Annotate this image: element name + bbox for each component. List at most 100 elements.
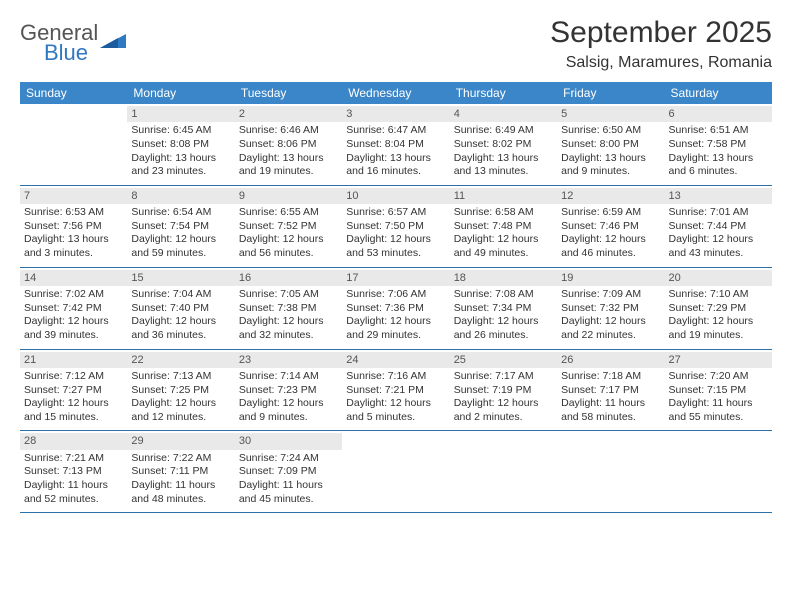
sunset-text: Sunset: 8:04 PM — [346, 138, 445, 152]
daylight-text: Daylight: 13 hours and 16 minutes. — [346, 152, 445, 179]
day-cell: 18Sunrise: 7:08 AMSunset: 7:34 PMDayligh… — [450, 268, 557, 349]
day-cell: 27Sunrise: 7:20 AMSunset: 7:15 PMDayligh… — [665, 350, 772, 431]
week-row: .1Sunrise: 6:45 AMSunset: 8:08 PMDayligh… — [20, 104, 772, 186]
day-number: 4 — [450, 106, 557, 122]
day-number: 26 — [557, 352, 664, 368]
sunrise-text: Sunrise: 7:24 AM — [239, 452, 338, 466]
sunrise-text: Sunrise: 6:53 AM — [24, 206, 123, 220]
day-number: 8 — [127, 188, 234, 204]
sunrise-text: Sunrise: 6:59 AM — [561, 206, 660, 220]
day-number: 5 — [557, 106, 664, 122]
sunset-text: Sunset: 7:42 PM — [24, 302, 123, 316]
sunrise-text: Sunrise: 6:46 AM — [239, 124, 338, 138]
sunset-text: Sunset: 7:11 PM — [131, 465, 230, 479]
week-row: 14Sunrise: 7:02 AMSunset: 7:42 PMDayligh… — [20, 268, 772, 350]
daylight-text: Daylight: 12 hours and 19 minutes. — [669, 315, 768, 342]
day-number: 18 — [450, 270, 557, 286]
sunrise-text: Sunrise: 7:02 AM — [24, 288, 123, 302]
sunset-text: Sunset: 7:36 PM — [346, 302, 445, 316]
logo-word-2: Blue — [44, 42, 98, 64]
day-cell: 24Sunrise: 7:16 AMSunset: 7:21 PMDayligh… — [342, 350, 449, 431]
day-cell: 12Sunrise: 6:59 AMSunset: 7:46 PMDayligh… — [557, 186, 664, 267]
sunset-text: Sunset: 7:25 PM — [131, 384, 230, 398]
week-row: 21Sunrise: 7:12 AMSunset: 7:27 PMDayligh… — [20, 350, 772, 432]
sunrise-text: Sunrise: 7:01 AM — [669, 206, 768, 220]
daylight-text: Daylight: 13 hours and 23 minutes. — [131, 152, 230, 179]
day-number: 6 — [665, 106, 772, 122]
sunrise-text: Sunrise: 6:50 AM — [561, 124, 660, 138]
day-number: 15 — [127, 270, 234, 286]
sunset-text: Sunset: 7:13 PM — [24, 465, 123, 479]
day-cell: 7Sunrise: 6:53 AMSunset: 7:56 PMDaylight… — [20, 186, 127, 267]
day-number: 1 — [127, 106, 234, 122]
dow-cell: Sunday — [20, 82, 127, 104]
dow-cell: Saturday — [665, 82, 772, 104]
daylight-text: Daylight: 12 hours and 32 minutes. — [239, 315, 338, 342]
sunset-text: Sunset: 7:50 PM — [346, 220, 445, 234]
sunrise-text: Sunrise: 6:47 AM — [346, 124, 445, 138]
sunrise-text: Sunrise: 7:09 AM — [561, 288, 660, 302]
day-number: 21 — [20, 352, 127, 368]
dow-cell: Tuesday — [235, 82, 342, 104]
daylight-text: Daylight: 13 hours and 6 minutes. — [669, 152, 768, 179]
day-cell: 8 Sunrise: 6:54 AMSunset: 7:54 PMDaylight… — [127, 186, 234, 267]
day-cell: 2Sunrise: 6:46 AMSunset: 8:06 PMDaylight… — [235, 104, 342, 185]
day-number: 27 — [665, 352, 772, 368]
day-cell: 23Sunrise: 7:14 AMSunset: 7:23 PMDayligh… — [235, 350, 342, 431]
day-cell: 13Sunrise: 7:01 AMSunset: 7:44 PMDayligh… — [665, 186, 772, 267]
sunrise-text: Sunrise: 7:12 AM — [24, 370, 123, 384]
daylight-text: Daylight: 12 hours and 29 minutes. — [346, 315, 445, 342]
daylight-text: Daylight: 12 hours and 39 minutes. — [24, 315, 123, 342]
day-cell: . — [20, 104, 127, 185]
week-row: 28Sunrise: 7:21 AMSunset: 7:13 PMDayligh… — [20, 431, 772, 513]
day-cell: 14Sunrise: 7:02 AMSunset: 7:42 PMDayligh… — [20, 268, 127, 349]
day-number: 13 — [665, 188, 772, 204]
sunrise-text: Sunrise: 6:57 AM — [346, 206, 445, 220]
day-cell: 19Sunrise: 7:09 AMSunset: 7:32 PMDayligh… — [557, 268, 664, 349]
daylight-text: Daylight: 12 hours and 12 minutes. — [131, 397, 230, 424]
day-number: 23 — [235, 352, 342, 368]
daylight-text: Daylight: 12 hours and 5 minutes. — [346, 397, 445, 424]
sunrise-text: Sunrise: 7:21 AM — [24, 452, 123, 466]
header: General Blue September 2025 Salsig, Mara… — [20, 16, 772, 72]
daylight-text: Daylight: 12 hours and 36 minutes. — [131, 315, 230, 342]
daylight-text: Daylight: 13 hours and 19 minutes. — [239, 152, 338, 179]
sunset-text: Sunset: 7:17 PM — [561, 384, 660, 398]
sunrise-text: Sunrise: 7:08 AM — [454, 288, 553, 302]
day-number: 22 — [127, 352, 234, 368]
location: Salsig, Maramures, Romania — [550, 54, 772, 72]
sunset-text: Sunset: 7:54 PM — [131, 220, 230, 234]
sunrise-text: Sunrise: 7:04 AM — [131, 288, 230, 302]
day-number: 17 — [342, 270, 449, 286]
daylight-text: Daylight: 12 hours and 59 minutes. — [131, 233, 230, 260]
sunrise-text: Sunrise: 7:06 AM — [346, 288, 445, 302]
day-number: 12 — [557, 188, 664, 204]
sunrise-text: Sunrise: 7:13 AM — [131, 370, 230, 384]
daylight-text: Daylight: 12 hours and 22 minutes. — [561, 315, 660, 342]
sunrise-text: Sunrise: 6:51 AM — [669, 124, 768, 138]
day-cell: 21Sunrise: 7:12 AMSunset: 7:27 PMDayligh… — [20, 350, 127, 431]
daylight-text: Daylight: 11 hours and 48 minutes. — [131, 479, 230, 506]
sunrise-text: Sunrise: 6:55 AM — [239, 206, 338, 220]
daylight-text: Daylight: 11 hours and 58 minutes. — [561, 397, 660, 424]
dow-cell: Monday — [127, 82, 234, 104]
sunset-text: Sunset: 7:52 PM — [239, 220, 338, 234]
day-number: 3 — [342, 106, 449, 122]
day-number: 24 — [342, 352, 449, 368]
title-block: September 2025 Salsig, Maramures, Romani… — [550, 16, 772, 72]
sunset-text: Sunset: 7:34 PM — [454, 302, 553, 316]
day-cell: 30Sunrise: 7:24 AMSunset: 7:09 PMDayligh… — [235, 431, 342, 512]
sunrise-text: Sunrise: 7:17 AM — [454, 370, 553, 384]
dow-cell: Friday — [557, 82, 664, 104]
sunset-text: Sunset: 8:06 PM — [239, 138, 338, 152]
day-cell: . — [450, 431, 557, 512]
sunset-text: Sunset: 7:58 PM — [669, 138, 768, 152]
sunrise-text: Sunrise: 6:54 AM — [131, 206, 230, 220]
daylight-text: Daylight: 12 hours and 53 minutes. — [346, 233, 445, 260]
daylight-text: Daylight: 11 hours and 45 minutes. — [239, 479, 338, 506]
sunset-text: Sunset: 7:38 PM — [239, 302, 338, 316]
day-cell: 6 Sunrise: 6:51 AMSunset: 7:58 PMDaylight… — [665, 104, 772, 185]
dow-cell: Wednesday — [342, 82, 449, 104]
day-number: 19 — [557, 270, 664, 286]
day-number: 25 — [450, 352, 557, 368]
